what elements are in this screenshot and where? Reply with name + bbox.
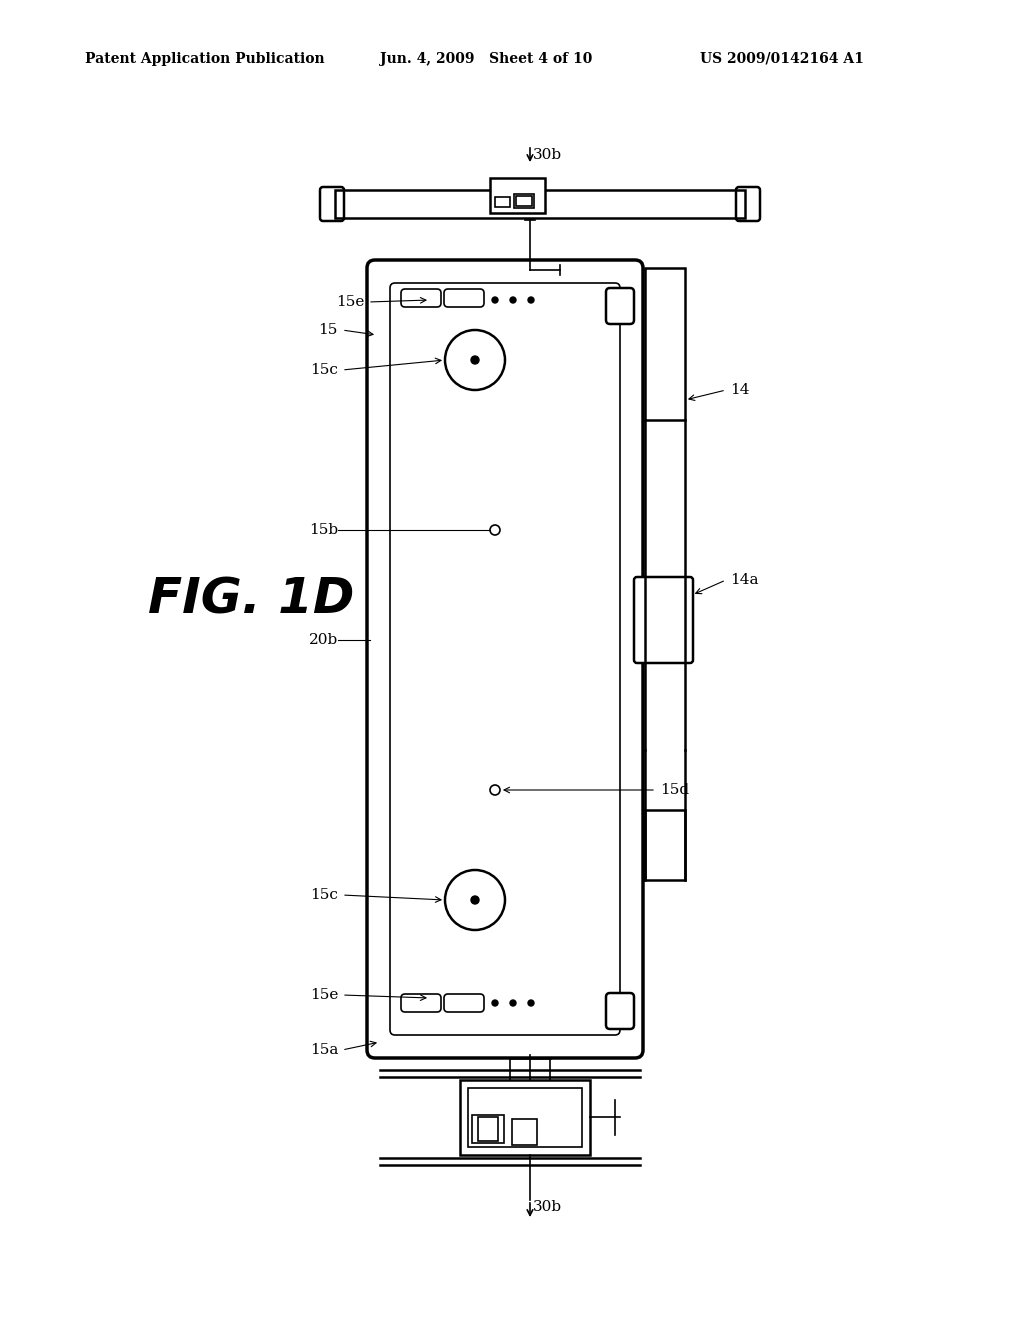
Bar [472,1115,504,1143]
Text: US 2009/0142164 A1: US 2009/0142164 A1 [700,51,864,66]
Bar [335,190,745,218]
Text: 14: 14 [730,383,750,397]
Text: 15d: 15d [660,783,689,797]
Bar [468,1088,582,1147]
Text: 14a: 14a [730,573,759,587]
Bar [512,1119,537,1144]
Text: 15b: 15b [309,523,338,537]
Text: 15c: 15c [310,888,338,902]
Text: 15c: 15c [310,363,338,378]
Text: FIG. 1D: FIG. 1D [148,576,354,624]
Circle shape [471,896,479,904]
Circle shape [528,297,534,304]
Bar [516,195,532,206]
Text: 30b: 30b [534,148,562,162]
Circle shape [528,1001,534,1006]
Text: Patent Application Publication: Patent Application Publication [85,51,325,66]
Bar [495,197,510,207]
Text: 30b: 30b [534,1200,562,1214]
FancyBboxPatch shape [634,577,693,663]
Text: Jun. 4, 2009   Sheet 4 of 10: Jun. 4, 2009 Sheet 4 of 10 [380,51,592,66]
Bar [490,178,545,213]
Text: 15e: 15e [309,987,338,1002]
Circle shape [471,356,479,364]
FancyBboxPatch shape [606,993,634,1030]
Bar [645,810,685,880]
Text: 20b: 20b [309,634,338,647]
Bar [478,1117,498,1140]
Bar [514,194,534,209]
Circle shape [510,297,516,304]
Bar [645,268,685,420]
Circle shape [510,1001,516,1006]
Circle shape [492,297,498,304]
FancyBboxPatch shape [606,288,634,323]
Text: 15a: 15a [309,1043,338,1057]
Circle shape [445,330,505,389]
Bar [460,1080,590,1155]
FancyBboxPatch shape [367,260,643,1059]
Text: 15e: 15e [337,294,365,309]
Text: 15: 15 [318,323,338,337]
FancyBboxPatch shape [390,282,620,1035]
Circle shape [492,1001,498,1006]
Circle shape [445,870,505,931]
